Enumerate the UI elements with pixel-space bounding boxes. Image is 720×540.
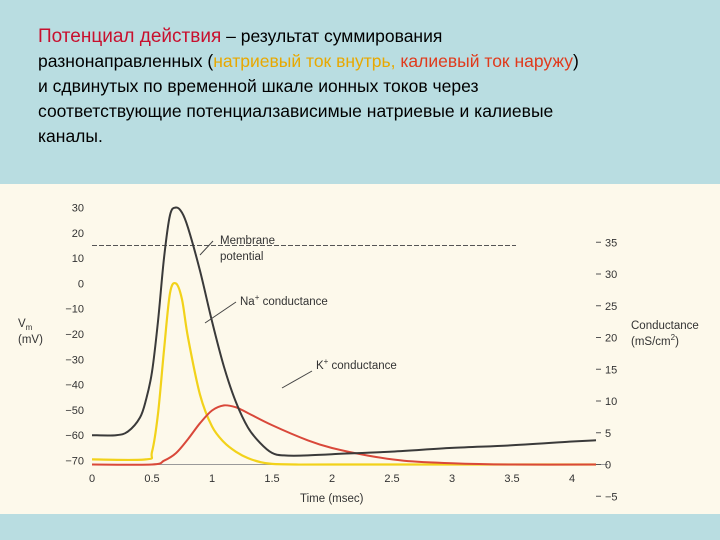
y-left-label: Vm [18,318,33,332]
y-right-tick-label: −5 [605,491,618,503]
y-right-tick-label: 30 [605,269,617,281]
x-tick-label: 3.5 [504,473,519,485]
sodium-leader [204,301,237,324]
y-right-tick-label: 20 [605,333,617,345]
membrane-annotation-1: Membrane [220,235,275,247]
y-left-tick-label: −40 [65,380,84,392]
x-tick-label: 3 [449,473,455,485]
x-axis-label: Time (msec) [300,493,364,505]
text-part-1: – результат суммирования [221,26,443,46]
y-right-tick-label: 5 [605,428,611,440]
text-part-5: соответствующие потенциалзависимые натри… [38,101,554,121]
y-left-tick-label: −20 [65,329,84,341]
y-left-tick-label: −50 [65,405,84,417]
y-right-tick-label: 35 [605,237,617,249]
y-left-tick-label: 10 [72,253,84,265]
membrane-leader [199,240,214,256]
y-left-tick-label: −30 [65,354,84,366]
sodium-conductance-line [91,281,596,466]
bottom-band [0,514,720,540]
y-left-tick-label: −10 [65,304,84,316]
y-left-tick-label: −70 [65,456,84,468]
x-tick-label: 2.5 [384,473,399,485]
term-action-potential: Потенциал действия [38,26,222,47]
y-right-tick-label: 10 [605,396,617,408]
text-part-3: ) [572,51,579,71]
text-part-4: и сдвинутых по временной шкале ионных то… [38,76,479,96]
slide-text: Потенциал действия – результат суммирова… [38,24,688,149]
y-left-tick-label: 20 [72,228,84,240]
potassium-current-text: калиевый ток наружу [400,51,573,71]
y-right-tick-label: 25 [605,301,617,313]
sodium-current-text: натриевый ток внутрь, [213,51,401,71]
y-left-tick-label: 0 [78,278,84,290]
sodium-annotation: Na+ conductance [240,293,328,308]
x-tick-label: 0.5 [144,473,159,485]
membrane-potential-line [91,206,597,457]
y-right-tick-label: 0 [605,460,611,472]
potassium-leader [281,370,313,389]
potassium-conductance-line [91,404,597,466]
x-tick-label: 2 [329,473,335,485]
y-left-unit: (mV) [18,334,43,346]
y-left-tick-label: −60 [65,430,84,442]
membrane-annotation-2: potential [220,251,263,263]
x-tick-label: 4 [569,473,575,485]
y-right-unit: (mS/cm2) [631,333,679,348]
x-tick-label: 0 [89,473,95,485]
x-tick-label: 1.5 [264,473,279,485]
action-potential-chart: 0 0.5 1 1.5 2 2.5 3 3.5 4 3020100−10−20−30−40−50… [18,203,699,506]
x-tick-label: 1 [209,473,215,485]
y-right-tick-label: 15 [605,364,617,376]
potassium-annotation: K+ conductance [316,357,397,372]
text-part-2: разнонаправленных ( [38,51,214,71]
y-right-label: Conductance [631,320,699,332]
y-left-tick-label: 30 [72,203,84,215]
text-part-6: каналы. [38,126,103,146]
